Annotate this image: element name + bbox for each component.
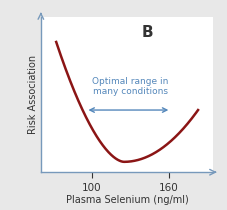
Text: B: B	[142, 25, 154, 39]
Text: Optimal range in
many conditions: Optimal range in many conditions	[92, 77, 168, 96]
X-axis label: Plasma Selenium (ng/ml): Plasma Selenium (ng/ml)	[66, 195, 188, 205]
Y-axis label: Risk Association: Risk Association	[28, 55, 38, 134]
